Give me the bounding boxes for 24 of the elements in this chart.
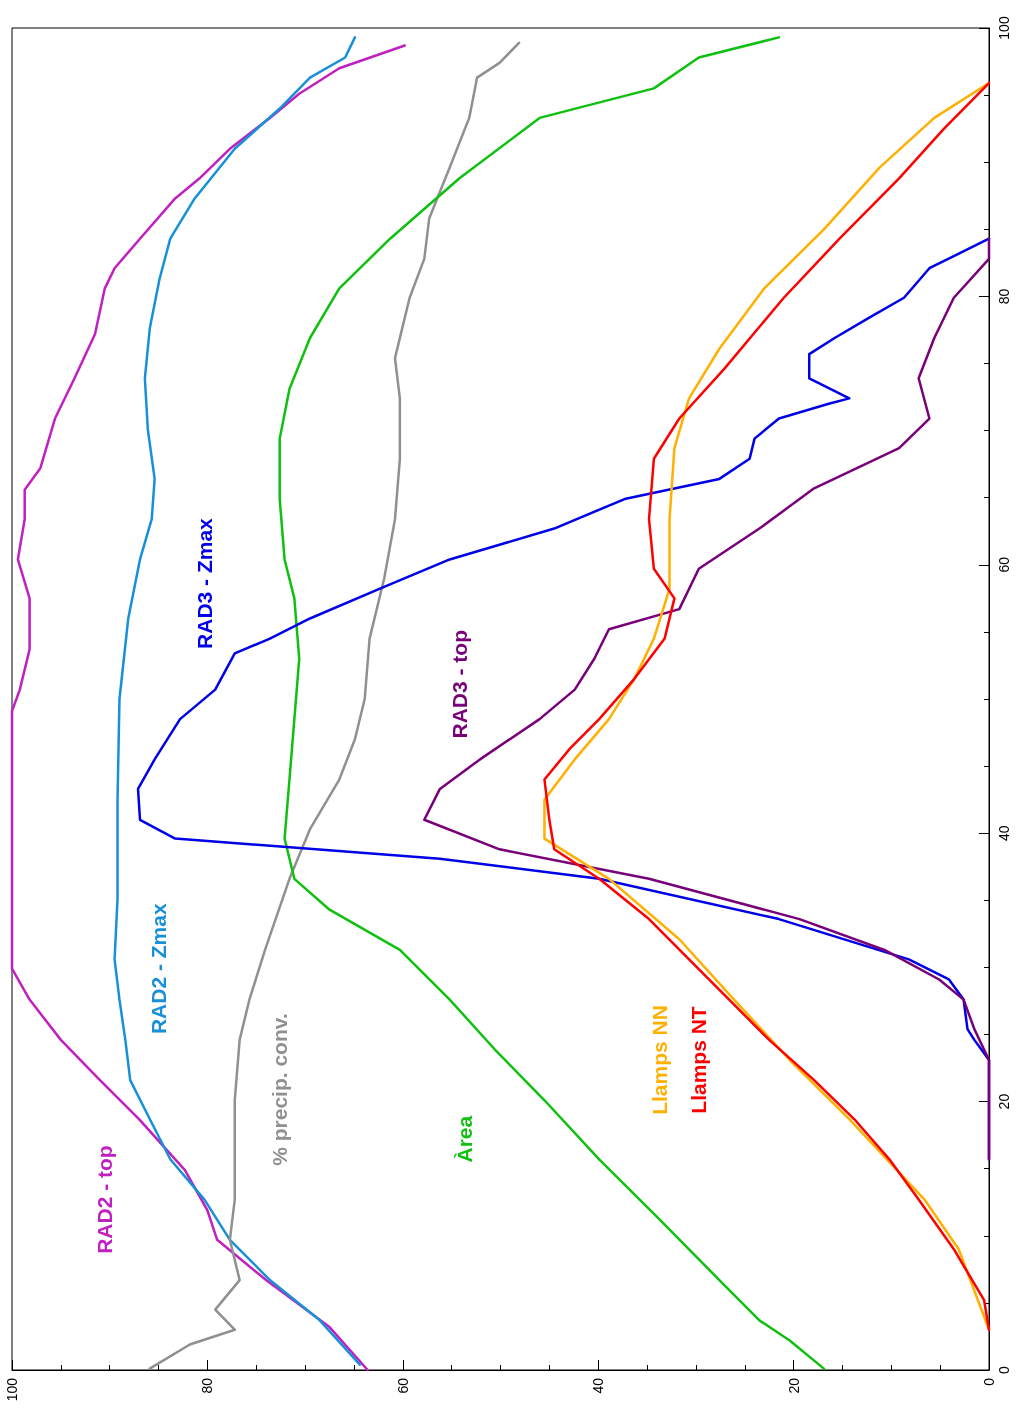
x-tick-label: 100: [4, 1377, 20, 1402]
x-tick-label: 40: [590, 1377, 607, 1394]
y-tick-label: 100: [996, 16, 1012, 40]
text: % precip. conv.: [268, 1013, 292, 1166]
x-tick-label: 60: [394, 1377, 411, 1394]
line-series: [10, 44, 406, 1372]
text: Àrea: [452, 1115, 476, 1163]
x-tick-label: 20: [785, 1377, 802, 1394]
line-series: [148, 41, 521, 1370]
text: Llamps NT: [687, 1006, 711, 1114]
y-tick-label: 0: [996, 1365, 1012, 1374]
text: RAD3 - top: [447, 629, 471, 739]
x-tick-label: 0: [981, 1377, 997, 1386]
text: RAD2 - top: [93, 1145, 117, 1254]
text: Llamps NN: [648, 1005, 672, 1115]
text: RAD3 - Zmax: [192, 517, 216, 649]
x-tick-label: 80: [199, 1377, 216, 1394]
y-tick-label: 80: [996, 288, 1012, 305]
y-tick-label: 40: [996, 825, 1012, 841]
line-series: [543, 81, 991, 1331]
line-series: [423, 237, 991, 1161]
y-tick-label: 60: [996, 556, 1012, 573]
text: RAD2 - Zmax: [147, 903, 171, 1035]
y-tick-label: 20: [996, 1093, 1012, 1110]
